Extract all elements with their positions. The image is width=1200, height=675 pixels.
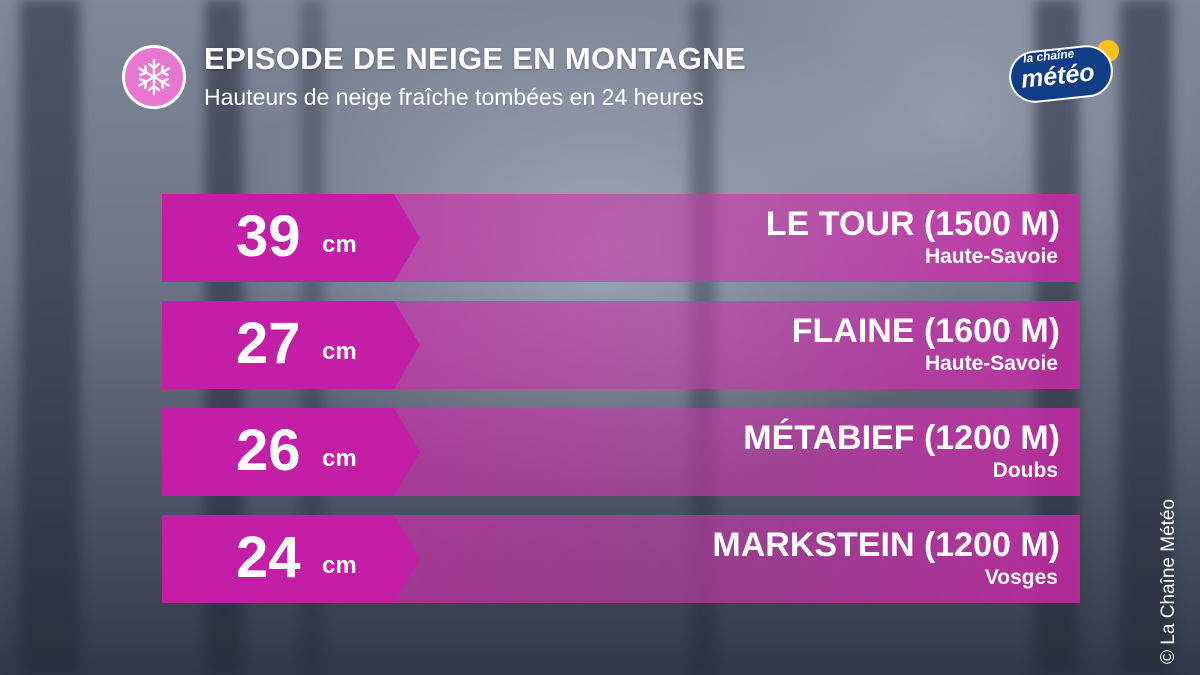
snow-depth-unit: cm <box>322 552 357 579</box>
copyright-notice: © La Chaîne Météo <box>1158 498 1179 664</box>
list-item: 27 cm FLAINE (1600 M) Haute-Savoie <box>162 301 1080 389</box>
brand-logo: la chaîne météo <box>1005 38 1125 106</box>
tree-trunk <box>20 0 80 675</box>
value-arrow-block <box>162 194 420 282</box>
snowflake-icon <box>122 45 186 109</box>
station-region: Doubs <box>992 459 1058 482</box>
value-arrow-block <box>162 515 420 603</box>
snowflake-glyph <box>138 58 170 96</box>
snow-depth-unit: cm <box>322 338 357 365</box>
snow-depth-unit: cm <box>322 445 357 472</box>
value-arrow-block <box>162 408 420 496</box>
snow-depth-unit: cm <box>322 231 357 258</box>
station-region: Vosges <box>984 566 1058 589</box>
snow-depth-value: 24 <box>236 525 301 590</box>
station-name: LE TOUR (1500 M) <box>765 205 1060 243</box>
list-item: 39 cm LE TOUR (1500 M) Haute-Savoie <box>162 194 1080 282</box>
station-name: FLAINE (1600 M) <box>791 312 1060 350</box>
value-arrow-block <box>162 301 420 389</box>
snow-depth-value: 26 <box>236 418 301 483</box>
page-title: EPISODE DE NEIGE EN MONTAGNE <box>204 41 746 76</box>
snow-ranking-list: 39 cm LE TOUR (1500 M) Haute-Savoie 27 c… <box>162 194 1080 622</box>
list-item: 24 cm MARKSTEIN (1200 M) Vosges <box>162 515 1080 603</box>
station-region: Haute-Savoie <box>924 352 1058 375</box>
tree-trunk <box>1120 0 1172 675</box>
page-subtitle: Hauteurs de neige fraîche tombées en 24 … <box>204 84 704 110</box>
station-name: MÉTABIEF (1200 M) <box>743 419 1060 457</box>
snow-depth-value: 27 <box>236 311 301 376</box>
station-name: MARKSTEIN (1200 M) <box>712 526 1060 564</box>
snow-depth-value: 39 <box>236 204 301 269</box>
station-region: Haute-Savoie <box>924 245 1058 268</box>
list-item: 26 cm MÉTABIEF (1200 M) Doubs <box>162 408 1080 496</box>
